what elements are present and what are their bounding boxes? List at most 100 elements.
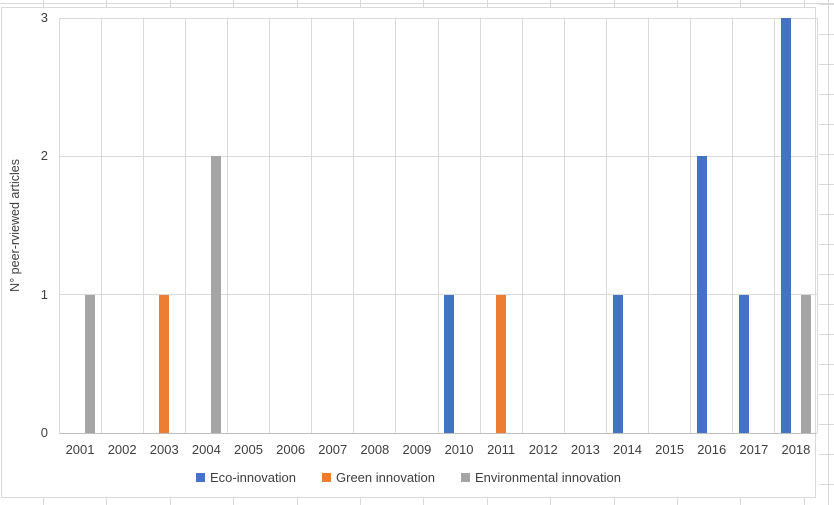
x-tick-label: 2015 bbox=[655, 442, 685, 457]
x-tick-label: 2005 bbox=[234, 442, 263, 457]
legend-item: Environmental innovation bbox=[461, 470, 621, 485]
y-axis-title: N° peer-rviewed articles bbox=[4, 18, 26, 433]
bar-eco-innovation-2018 bbox=[780, 18, 791, 433]
x-tick-label: 2012 bbox=[528, 442, 558, 457]
x-tick-label: 2010 bbox=[444, 442, 474, 457]
spreadsheet-gridline bbox=[43, 0, 44, 7]
x-tick-label: 2001 bbox=[65, 442, 95, 457]
spreadsheet-gridline bbox=[169, 0, 171, 7]
gridline-vertical bbox=[395, 18, 397, 433]
legend-label: Green innovation bbox=[336, 469, 436, 485]
gridline-vertical bbox=[816, 18, 818, 433]
spreadsheet-gridline bbox=[296, 497, 298, 505]
gridline-vertical bbox=[184, 18, 186, 433]
spreadsheet-gridline bbox=[819, 184, 834, 185]
spreadsheet-gridline bbox=[106, 0, 108, 7]
bar-environmental-innovation-2004 bbox=[211, 156, 222, 433]
spreadsheet-gridline bbox=[423, 0, 425, 7]
legend-item: Eco-innovation bbox=[196, 470, 296, 485]
legend-item: Green innovation bbox=[322, 470, 435, 485]
y-tick-label: 2 bbox=[40, 148, 48, 164]
spreadsheet-gridline bbox=[233, 497, 235, 505]
bar-eco-innovation-2010 bbox=[444, 294, 455, 433]
spreadsheet-gridline bbox=[819, 364, 834, 365]
gridline-vertical bbox=[353, 18, 355, 433]
spreadsheet-gridline bbox=[423, 497, 425, 505]
gridline-vertical bbox=[226, 18, 228, 433]
x-tick-label: 2003 bbox=[149, 442, 179, 457]
x-tick-label: 2007 bbox=[318, 442, 348, 457]
spreadsheet-gridline bbox=[819, 454, 834, 455]
x-tick-label: 2018 bbox=[781, 442, 811, 457]
spreadsheet-gridline bbox=[740, 0, 742, 7]
gridline-vertical bbox=[100, 18, 102, 433]
gridline-vertical bbox=[437, 18, 439, 433]
spreadsheet-gridline bbox=[819, 64, 834, 65]
spreadsheet-gridline bbox=[819, 94, 834, 95]
gridline-vertical bbox=[563, 18, 565, 433]
bar-eco-innovation-2016 bbox=[696, 156, 707, 433]
chart-object: N° peer-rviewed articles Eco-innovation G… bbox=[1, 7, 818, 498]
spreadsheet-gridline bbox=[677, 497, 678, 505]
spreadsheet-gridline bbox=[106, 497, 108, 505]
spreadsheet-gridline bbox=[819, 154, 834, 155]
x-tick-label: 2002 bbox=[107, 442, 137, 457]
bar-eco-innovation-2017 bbox=[738, 294, 749, 433]
spreadsheet-gridline bbox=[613, 497, 615, 505]
gridline-vertical bbox=[142, 18, 144, 433]
x-tick-label: 2011 bbox=[487, 442, 516, 457]
legend: Eco-innovation Green innovation Environmen… bbox=[2, 469, 815, 485]
gridline-vertical bbox=[732, 18, 734, 433]
legend-label: Eco-innovation bbox=[210, 469, 296, 485]
spreadsheet-gridline bbox=[819, 334, 834, 335]
y-tick-label: 1 bbox=[40, 286, 48, 302]
spreadsheet-gridline bbox=[677, 0, 678, 7]
gridline-vertical bbox=[521, 18, 523, 433]
gridline-vertical bbox=[311, 18, 313, 433]
spreadsheet-gridline bbox=[819, 244, 834, 245]
legend-swatch-icon bbox=[461, 472, 471, 482]
legend-label: Environmental innovation bbox=[475, 469, 621, 485]
x-tick-label: 2009 bbox=[402, 442, 432, 457]
x-tick-label: 2006 bbox=[276, 442, 306, 457]
x-tick-label: 2008 bbox=[360, 442, 390, 457]
spreadsheet-gridline bbox=[169, 497, 171, 505]
spreadsheet-gridline bbox=[819, 214, 834, 215]
spreadsheet-gridline bbox=[740, 497, 742, 505]
spreadsheet-gridline bbox=[819, 394, 834, 395]
spreadsheet-gridline bbox=[819, 424, 834, 425]
gridline-vertical bbox=[479, 18, 481, 433]
spreadsheet-gridline bbox=[360, 497, 361, 505]
gridline-vertical bbox=[774, 18, 776, 433]
spreadsheet-gridline bbox=[828, 0, 829, 505]
gridline-vertical bbox=[58, 18, 60, 433]
spreadsheet-gridline bbox=[233, 0, 235, 7]
bar-eco-innovation-2014 bbox=[612, 294, 623, 433]
spreadsheet-gridline bbox=[803, 497, 805, 505]
gridline-vertical bbox=[648, 18, 650, 433]
spreadsheet-gridline bbox=[0, 3, 834, 4]
spreadsheet-gridline bbox=[803, 0, 805, 7]
spreadsheet-gridline bbox=[613, 0, 615, 7]
gridline-vertical bbox=[690, 18, 692, 433]
spreadsheet-gridline bbox=[550, 0, 552, 7]
x-tick-label: 2016 bbox=[697, 442, 727, 457]
spreadsheet-gridline bbox=[819, 34, 834, 35]
x-tick-label: 2017 bbox=[739, 442, 769, 457]
gridline-vertical bbox=[605, 18, 607, 433]
spreadsheet-gridline bbox=[819, 484, 834, 485]
x-tick-label: 2014 bbox=[613, 442, 642, 457]
gridline-horizontal bbox=[59, 155, 817, 157]
legend-swatch-icon bbox=[322, 472, 331, 482]
bar-green-innovation-2003 bbox=[159, 294, 170, 433]
y-tick-label: 0 bbox=[40, 425, 48, 440]
x-tick-label: 2004 bbox=[191, 442, 221, 457]
spreadsheet-gridline bbox=[819, 274, 834, 275]
gridline-horizontal bbox=[59, 294, 817, 296]
spreadsheet-gridline bbox=[296, 0, 298, 7]
spreadsheet-gridline bbox=[486, 497, 488, 505]
spreadsheet-gridline bbox=[819, 4, 834, 5]
legend-swatch-icon bbox=[196, 472, 205, 482]
bar-green-innovation-2011 bbox=[496, 294, 507, 433]
